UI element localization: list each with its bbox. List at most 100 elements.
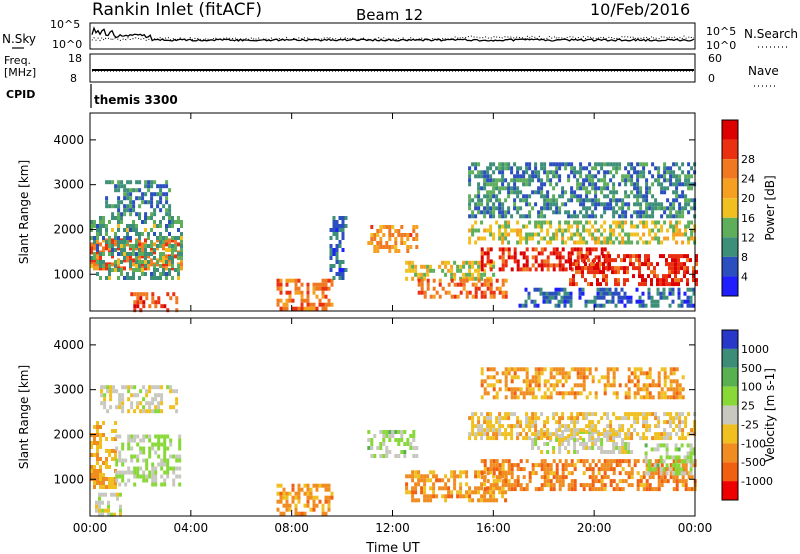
data-cell — [540, 178, 544, 183]
data-cell — [630, 371, 634, 376]
data-cell — [114, 264, 117, 268]
data-cell — [531, 236, 535, 241]
data-cell — [90, 264, 93, 268]
data-cell — [555, 228, 559, 233]
data-cell — [651, 475, 655, 480]
data-cell — [477, 210, 481, 215]
data-cell — [332, 264, 336, 268]
data-cell — [157, 401, 161, 406]
data-cell — [110, 512, 113, 517]
data-cell — [647, 287, 651, 292]
data-cell — [671, 299, 675, 304]
data-cell — [444, 290, 448, 295]
data-cell — [450, 474, 454, 479]
data-cell — [477, 236, 481, 241]
data-cell — [151, 474, 155, 479]
data-cell — [647, 266, 650, 271]
data-cell — [671, 455, 675, 460]
data-cell — [663, 170, 667, 175]
data-cell — [549, 463, 553, 468]
data-cell — [588, 483, 592, 488]
data-cell — [519, 267, 523, 272]
data-cell — [471, 424, 475, 429]
data-cell — [468, 416, 472, 421]
data-cell — [335, 248, 339, 252]
data-cell — [540, 267, 544, 272]
data-cell — [597, 236, 601, 241]
data-cell — [642, 487, 646, 492]
data-cell — [681, 194, 685, 199]
data-cell — [117, 184, 121, 189]
data-cell — [522, 198, 526, 203]
data-cell — [552, 432, 556, 437]
data-cell — [528, 182, 532, 187]
data-cell — [315, 286, 319, 291]
data-cell — [596, 278, 599, 283]
data-cell — [483, 432, 487, 437]
data-cell — [558, 475, 562, 480]
data-cell — [483, 467, 487, 472]
data-cell — [495, 463, 499, 468]
data-cell — [385, 430, 389, 434]
data-cell — [105, 228, 108, 232]
data-cell — [681, 170, 685, 175]
data-cell — [591, 475, 595, 480]
freq-unit: [MHz] — [4, 66, 36, 79]
data-cell — [321, 294, 325, 299]
data-cell — [276, 499, 280, 504]
data-cell — [585, 166, 589, 171]
data-cell — [444, 264, 448, 269]
data-cell — [600, 251, 604, 256]
data-cell — [96, 425, 99, 429]
data-cell — [432, 470, 436, 475]
data-cell — [615, 202, 619, 207]
data-cell — [540, 259, 544, 264]
data-cell — [168, 220, 171, 224]
data-cell — [621, 206, 625, 211]
data-cell — [498, 475, 502, 480]
data-cell — [636, 483, 640, 488]
data-cell — [483, 498, 487, 503]
data-cell — [153, 276, 156, 280]
data-cell — [138, 248, 141, 252]
data-cell — [150, 196, 154, 201]
data-cell — [495, 206, 499, 211]
data-cell — [642, 198, 646, 203]
data-cell — [669, 471, 673, 476]
data-cell — [177, 272, 180, 276]
data-cell — [609, 463, 613, 468]
data-cell — [138, 236, 141, 240]
data-cell — [627, 162, 631, 167]
data-cell — [477, 202, 481, 207]
data-cell — [675, 483, 679, 488]
data-cell — [642, 371, 646, 376]
data-cell — [510, 214, 514, 219]
data-cell — [588, 220, 592, 225]
data-cell — [489, 416, 493, 421]
data-cell — [96, 453, 99, 457]
data-cell — [315, 503, 319, 508]
data-cell — [414, 272, 418, 277]
nave-tick-top: 60 — [708, 52, 722, 65]
data-cell — [462, 260, 466, 265]
data-cell — [121, 474, 125, 479]
data-cell — [160, 401, 164, 406]
data-cell — [681, 210, 685, 215]
data-cell — [525, 416, 529, 421]
data-cell — [276, 286, 280, 291]
data-cell — [665, 471, 669, 476]
data-cell — [612, 190, 616, 195]
data-cell — [315, 487, 319, 492]
data-cell — [126, 254, 129, 259]
data-cell — [303, 491, 307, 496]
data-cell — [373, 434, 377, 438]
data-cell — [654, 166, 658, 171]
data-cell — [534, 420, 538, 425]
data-cell — [674, 278, 677, 283]
data-cell — [590, 282, 593, 287]
data-cell — [309, 491, 313, 496]
data-cell — [477, 424, 481, 429]
data-cell — [675, 174, 679, 179]
data-cell — [609, 467, 613, 472]
data-cell — [627, 442, 631, 446]
